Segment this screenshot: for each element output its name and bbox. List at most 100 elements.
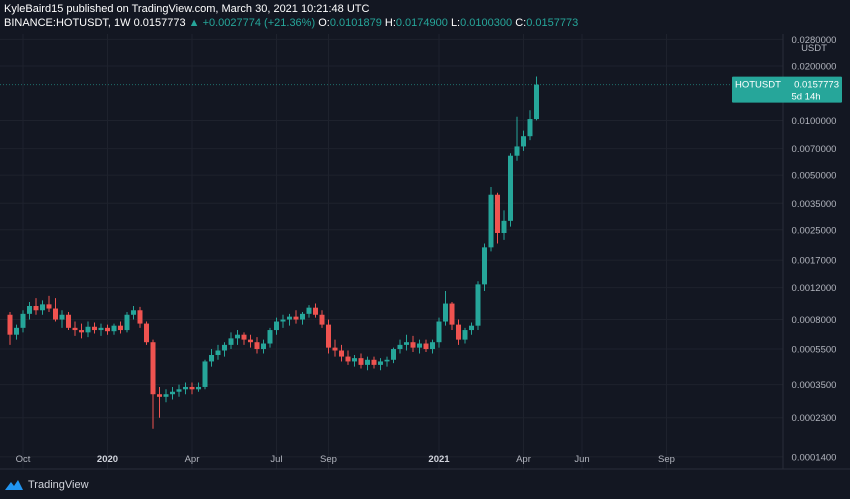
- candle-body: [534, 84, 539, 120]
- candle-body: [527, 119, 533, 137]
- candle-body: [85, 326, 91, 333]
- candle-body: [475, 284, 481, 326]
- high-value: 0.0174900: [395, 17, 448, 29]
- candle-body: [183, 386, 188, 390]
- price-tag-value: 0.0157773: [794, 80, 839, 91]
- price-axis[interactable]: 0.0280000 0.0200000 0.0100000 0.0070000 0.00…: [792, 35, 837, 463]
- candle-body: [261, 343, 266, 350]
- publish-info: KyleBaird15 published on TradingView.com…: [4, 3, 369, 15]
- time-tick-label: Apr: [516, 454, 531, 465]
- candle-body: [228, 338, 234, 345]
- time-axis[interactable]: Oct 2020 Apr Jul Sep 2021 Apr Jun Sep: [16, 454, 675, 465]
- price-tick-label: 0.0017000: [792, 256, 837, 267]
- candle-body: [196, 386, 201, 390]
- price-tick-label: 0.0002300: [792, 413, 837, 424]
- candle-body: [124, 314, 130, 331]
- candle-body: [46, 304, 52, 309]
- candle-body: [163, 394, 169, 397]
- price-tick-label: 0.0070000: [792, 144, 837, 155]
- candle-body: [79, 330, 84, 333]
- price-tick-label: 0.0001400: [792, 452, 837, 463]
- candle-body: [469, 325, 474, 331]
- price-tick-label: 0.0050000: [792, 171, 837, 182]
- price-tick-label: 0.0012000: [792, 283, 837, 294]
- candle-body: [443, 303, 448, 322]
- candle-body: [235, 334, 240, 339]
- candle-body: [14, 327, 19, 335]
- candle-body: [176, 389, 182, 392]
- candle-body: [423, 343, 429, 350]
- time-tick-label: 2021: [428, 454, 450, 465]
- price-tick-label: 0.0035000: [792, 199, 837, 210]
- candle-body: [280, 319, 286, 322]
- time-tick-label: Apr: [185, 454, 200, 465]
- candle-body: [371, 359, 377, 365]
- candle-body: [222, 344, 227, 351]
- candle-body: [326, 324, 331, 348]
- ohlc-legend: BINANCE:HOTUSDT, 1W 0.0157773 ▲ +0.00277…: [4, 17, 578, 29]
- candle-body: [92, 326, 97, 331]
- price-tag-symbol: HOTUSDT: [735, 80, 781, 91]
- open-value: 0.0101879: [329, 17, 382, 29]
- candle-body: [378, 361, 383, 365]
- candle-body: [20, 313, 26, 328]
- time-tick-label: 2020: [97, 454, 118, 465]
- candle-body: [462, 330, 468, 340]
- last-price: 0.0157773: [133, 17, 186, 29]
- time-tick-label: Sep: [320, 454, 337, 465]
- candle-body: [209, 355, 214, 362]
- candle-body: [98, 327, 104, 331]
- price-tick-label: 0.0200000: [792, 61, 837, 72]
- candle-body: [27, 305, 32, 314]
- candle-body: [365, 359, 370, 365]
- candle-body: [7, 314, 13, 335]
- candle-body: [144, 323, 149, 343]
- candle-body: [436, 321, 442, 343]
- price-tick-label: 0.0100000: [792, 116, 837, 127]
- candle-body: [189, 386, 195, 390]
- candle-body: [202, 361, 208, 387]
- candle-body: [404, 342, 409, 345]
- candle-body: [501, 220, 507, 233]
- candle-body: [410, 342, 416, 348]
- candle-body: [358, 358, 364, 365]
- candle-body: [157, 394, 162, 397]
- candle-body: [254, 342, 260, 350]
- price-tick-label: 0.0005500: [792, 345, 837, 356]
- candle-body: [339, 350, 344, 357]
- candle-body: [53, 308, 58, 320]
- footer-brand[interactable]: TradingView: [4, 479, 89, 491]
- candle-body: [72, 327, 78, 331]
- time-tick-label: Jun: [574, 454, 589, 465]
- candle-body: [345, 356, 351, 362]
- publish-line: KyleBaird15 published on TradingView.com…: [4, 3, 370, 15]
- candle-body: [248, 339, 253, 343]
- candle-body: [495, 194, 500, 233]
- candle-body: [430, 342, 435, 350]
- symbol-label[interactable]: BINANCE:HOTUSDT, 1W: [4, 17, 131, 29]
- price-tag-countdown: 5d 14h: [791, 92, 820, 103]
- candle-body: [170, 391, 175, 395]
- candle-body: [59, 314, 65, 320]
- close-value: 0.0157773: [526, 17, 579, 29]
- close-label: C:: [515, 17, 527, 29]
- candle-body: [417, 343, 422, 348]
- time-tick-label: Oct: [16, 454, 31, 465]
- candle-body: [514, 146, 520, 156]
- candle-body: [449, 303, 455, 325]
- candle-body: [267, 330, 273, 344]
- candle-body: [352, 358, 357, 362]
- price-tag-box: [732, 76, 842, 103]
- candle-body: [150, 342, 156, 395]
- candlestick-series: [7, 76, 539, 429]
- candle-body: [241, 334, 247, 340]
- candle-body: [111, 325, 117, 332]
- candle-body: [40, 304, 45, 311]
- high-label: H:: [384, 17, 396, 29]
- time-tick-label: Sep: [658, 454, 675, 465]
- candle-body: [287, 316, 292, 320]
- open-label: O:: [318, 17, 330, 29]
- candle-body: [137, 310, 143, 324]
- candle-body: [332, 347, 338, 351]
